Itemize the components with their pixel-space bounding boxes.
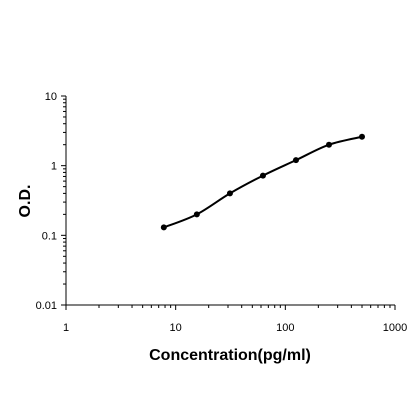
x-tick-label: 1 — [63, 322, 69, 334]
y-tick-label: 0.01 — [36, 300, 57, 312]
data-point — [160, 224, 167, 231]
y-tick-label: 0.1 — [42, 230, 57, 242]
x-tick-label: 1000 — [383, 322, 407, 334]
x-axis-tick-labels: 1 10 100 1000 — [63, 322, 407, 334]
x-axis-title: Concentration(pg/ml) — [149, 347, 311, 364]
data-point — [292, 157, 299, 164]
axes — [65, 96, 395, 306]
data-point — [358, 133, 365, 140]
data-point — [325, 141, 332, 148]
x-tick-label: 10 — [170, 322, 182, 334]
y-axis-title: O.D. — [17, 185, 34, 218]
y-axis-tick-labels: 0.01 0.1 1 10 — [36, 91, 57, 312]
data-point — [193, 211, 200, 218]
x-tick-label: 100 — [276, 322, 294, 334]
y-tick-label: 10 — [45, 91, 57, 103]
data-point — [259, 172, 266, 179]
y-axis-ticks — [61, 95, 66, 306]
trendline — [163, 135, 363, 229]
data-points — [160, 133, 365, 231]
x-axis-ticks — [65, 305, 396, 310]
y-tick-label: 1 — [51, 161, 57, 173]
data-point — [226, 190, 233, 197]
